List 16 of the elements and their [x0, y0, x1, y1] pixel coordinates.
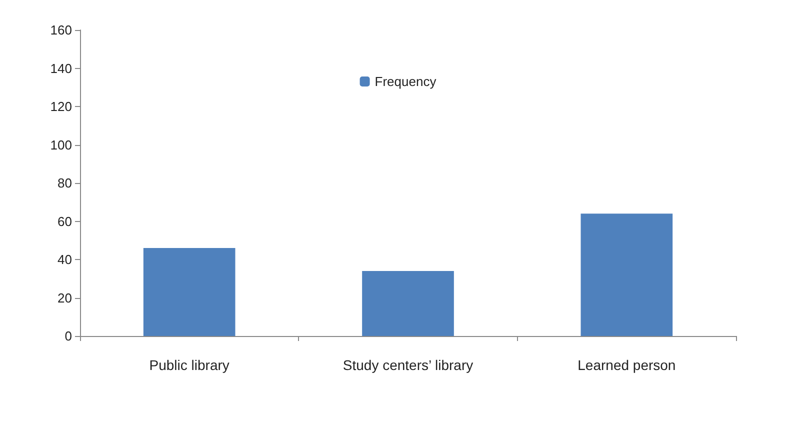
y-tick-label: 0	[64, 328, 72, 344]
y-tick-label: 120	[50, 99, 72, 114]
y-tick-label: 40	[58, 252, 72, 267]
y-tick-label: 100	[50, 137, 72, 152]
bar	[362, 270, 454, 336]
y-tick-label: 140	[50, 60, 72, 76]
y-tick-label: 60	[58, 214, 72, 229]
legend-label: Frequency	[374, 74, 437, 89]
y-tick-label: 80	[58, 176, 72, 190]
y-tick-label: 160	[50, 22, 72, 38]
x-tick-label: Public library	[149, 357, 230, 373]
y-tick-label: 20	[58, 290, 72, 306]
x-tick-label: Study centers’ library	[342, 357, 474, 373]
bar	[580, 214, 673, 336]
bar	[143, 248, 236, 336]
x-tick-label: Learned person	[578, 357, 676, 373]
